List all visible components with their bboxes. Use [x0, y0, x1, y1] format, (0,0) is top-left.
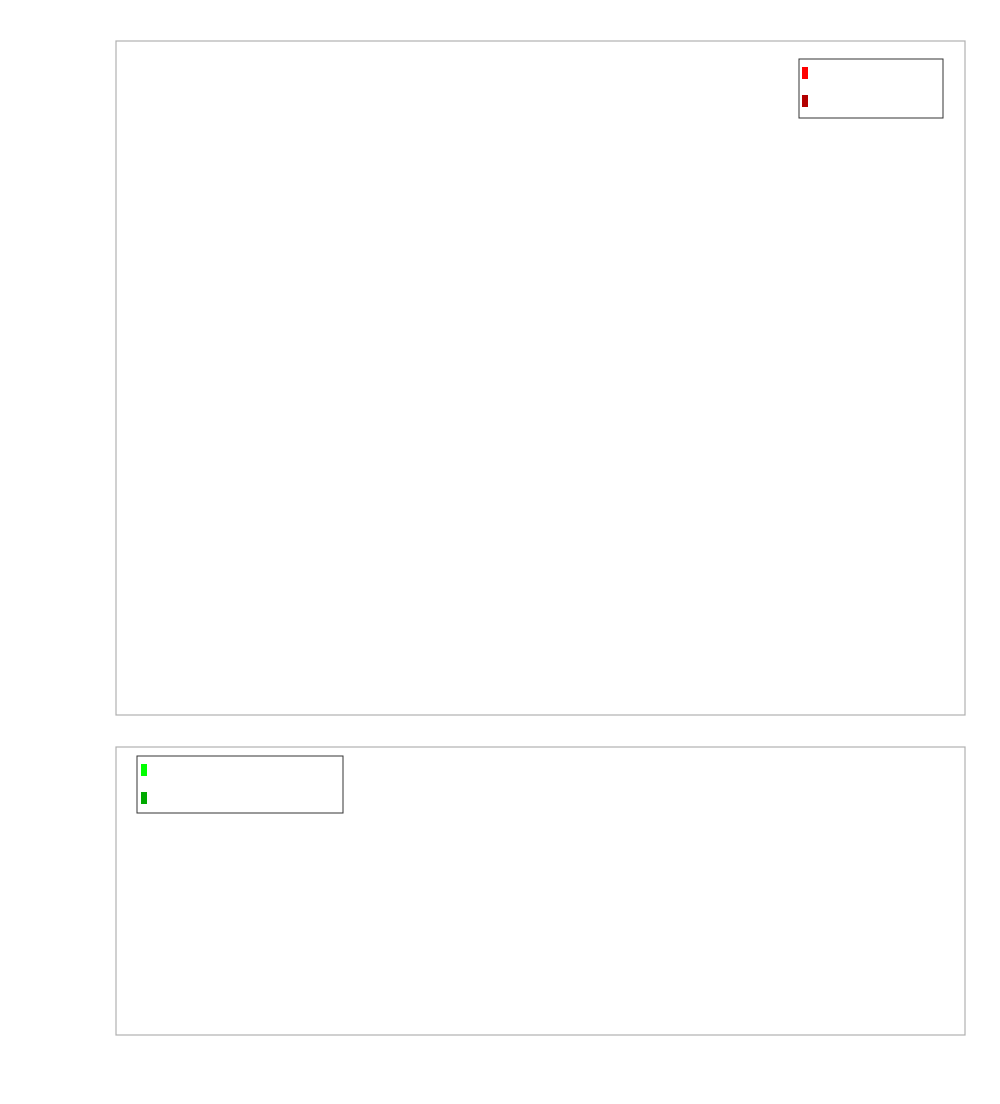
available-swatch-icon [141, 764, 147, 776]
top-plot-rate [115, 40, 966, 716]
top-plot-frame [115, 40, 966, 716]
bottom-plot-frame [115, 746, 966, 1036]
top-legend [798, 58, 944, 119]
top-plot-area [116, 41, 965, 715]
participation-swatch-icon [802, 67, 808, 79]
utilized-swatch-icon [141, 792, 147, 804]
nucleation-swatch-icon [802, 95, 808, 107]
bottom-legend-box [136, 755, 344, 814]
top-legend-box [798, 58, 944, 119]
bottom-plot-count [115, 746, 966, 1036]
bottom-legend [136, 755, 344, 814]
